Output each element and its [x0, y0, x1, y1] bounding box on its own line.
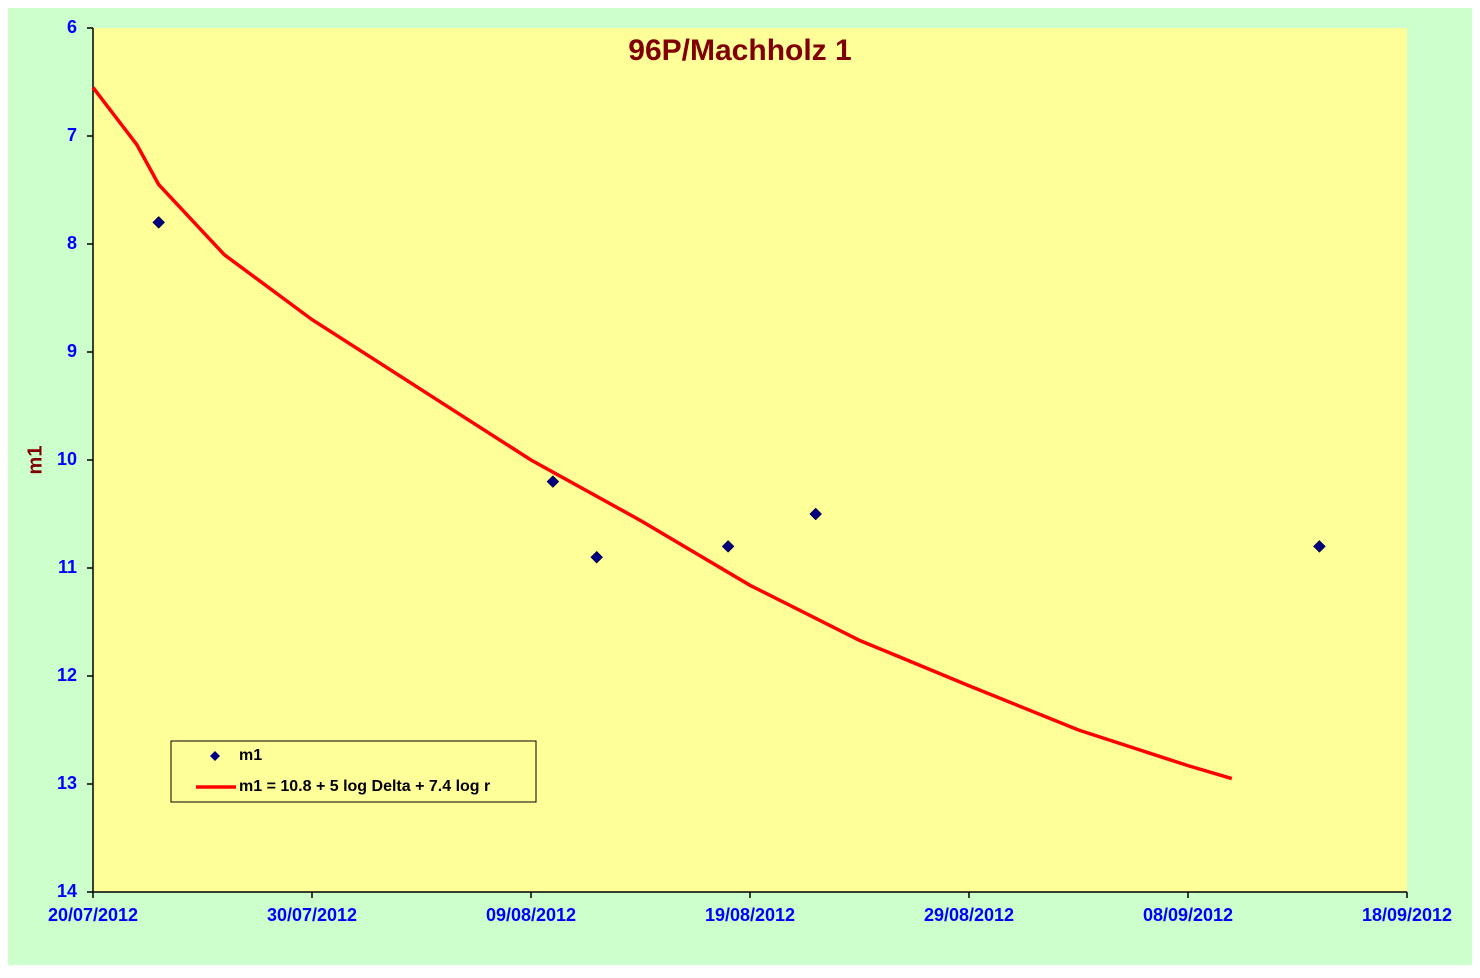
x-tick-label: 09/08/2012: [486, 905, 576, 925]
y-tick-label: 8: [67, 233, 77, 253]
y-tick-label: 7: [67, 125, 77, 145]
x-tick-label: 20/07/2012: [48, 905, 138, 925]
y-axis-label: m1: [24, 446, 46, 475]
x-tick-label: 08/09/2012: [1143, 905, 1233, 925]
y-tick-label: 9: [67, 341, 77, 361]
chart-title: 96P/Machholz 1: [628, 34, 851, 67]
data-point: [1313, 540, 1326, 553]
legend-marker: [210, 751, 220, 761]
data-point: [152, 216, 166, 229]
legend: [170, 740, 537, 803]
fit-line: [91, 86, 1233, 781]
data-point: [590, 550, 604, 564]
data-point: [546, 475, 560, 488]
x-tick-label: 29/08/2012: [924, 905, 1014, 925]
legend-label: m1: [239, 747, 262, 764]
y-tick-label: 13: [57, 773, 77, 793]
data-point: [721, 540, 735, 553]
y-tick-label: 10: [57, 449, 77, 469]
y-tick-label: 12: [57, 665, 77, 685]
y-tick-label: 14: [57, 881, 77, 901]
data-point: [809, 507, 823, 521]
legend-label: m1 = 10.8 + 5 log Delta + 7.4 log r: [239, 778, 490, 795]
x-tick-label: 18/09/2012: [1362, 905, 1452, 925]
y-tick-label: 11: [58, 557, 77, 577]
y-tick-label: 6: [67, 17, 77, 37]
x-tick-label: 19/08/2012: [705, 905, 795, 925]
x-tick-label: 30/07/2012: [267, 905, 357, 925]
